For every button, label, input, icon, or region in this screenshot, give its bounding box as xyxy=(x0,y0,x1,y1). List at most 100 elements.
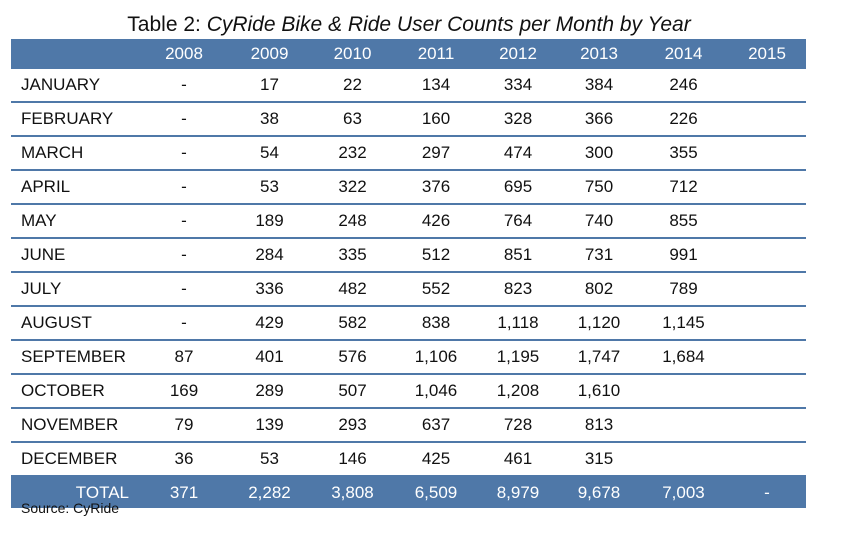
count-cell: 1,106 xyxy=(395,340,477,375)
table-row: SEPTEMBER 87 401 576 1,106 1,195 1,747 1,684 xyxy=(11,340,806,375)
table-row: OCTOBER 169 289 507 1,046 1,208 1,610 xyxy=(11,374,806,409)
count-cell: 355 xyxy=(639,136,728,171)
table-row: MARCH -54 232 297 474 300 355 xyxy=(11,136,806,171)
count-cell: 146 xyxy=(310,442,395,477)
count-cell xyxy=(728,374,806,409)
count-cell: 322 xyxy=(310,170,395,205)
count-cell: 232 xyxy=(310,136,395,171)
count-cell: - xyxy=(139,69,229,103)
count-cell: 855 xyxy=(639,204,728,239)
count-cell: 750 xyxy=(559,170,639,205)
count-cell: 401 xyxy=(229,340,310,375)
month-label: NOVEMBER xyxy=(11,408,139,443)
count-cell xyxy=(728,69,806,103)
month-label: AUGUST xyxy=(11,306,139,341)
count-cell: - xyxy=(139,204,229,239)
count-cell: - xyxy=(139,136,229,171)
year-header: 2008 xyxy=(139,39,229,69)
month-label: JUNE xyxy=(11,238,139,273)
count-cell: - xyxy=(139,102,229,137)
count-cell: 1,747 xyxy=(559,340,639,375)
count-cell: - xyxy=(139,170,229,205)
count-cell: 53 xyxy=(229,170,310,205)
table-body: JANUARY -17 22 134 334 384 246 FEBRUARY -38 63 160… xyxy=(11,69,806,477)
table-row: FEBRUARY -38 63 160 328 366 226 xyxy=(11,102,806,137)
total-cell: 371 xyxy=(139,476,229,508)
count-cell: 366 xyxy=(559,102,639,137)
count-cell: 335 xyxy=(310,238,395,273)
count-cell: 87 xyxy=(139,340,229,375)
count-cell: 63 xyxy=(310,102,395,137)
month-label: JULY xyxy=(11,272,139,307)
count-cell: 134 xyxy=(395,69,477,103)
count-cell: 38 xyxy=(229,102,310,137)
count-cell: 802 xyxy=(559,272,639,307)
count-cell: 334 xyxy=(477,69,559,103)
count-cell: 576 xyxy=(310,340,395,375)
count-cell: 425 xyxy=(395,442,477,477)
year-header: 2015 xyxy=(728,39,806,69)
count-cell: 512 xyxy=(395,238,477,273)
total-label: TOTAL xyxy=(11,476,139,508)
year-header: 2012 xyxy=(477,39,559,69)
count-cell: 189 xyxy=(229,204,310,239)
count-cell xyxy=(728,442,806,477)
count-cell xyxy=(728,238,806,273)
month-label: FEBRUARY xyxy=(11,102,139,137)
count-cell: 1,684 xyxy=(639,340,728,375)
count-cell: 79 xyxy=(139,408,229,443)
count-cell: 293 xyxy=(310,408,395,443)
count-cell: 813 xyxy=(559,408,639,443)
table-row: JANUARY -17 22 134 334 384 246 xyxy=(11,69,806,103)
table-row: AUGUST -429 582 838 1,118 1,120 1,145 xyxy=(11,306,806,341)
count-cell: 1,145 xyxy=(639,306,728,341)
count-cell: 552 xyxy=(395,272,477,307)
count-cell: 297 xyxy=(395,136,477,171)
table-row: JULY -336 482 552 823 802 789 xyxy=(11,272,806,307)
count-cell: 300 xyxy=(559,136,639,171)
total-cell: 3,808 xyxy=(310,476,395,508)
count-cell: 1,046 xyxy=(395,374,477,409)
count-cell: 384 xyxy=(559,69,639,103)
year-header: 2009 xyxy=(229,39,310,69)
count-cell xyxy=(728,306,806,341)
count-cell xyxy=(728,408,806,443)
count-cell: 740 xyxy=(559,204,639,239)
count-cell: 169 xyxy=(139,374,229,409)
count-cell xyxy=(639,408,728,443)
count-cell: 284 xyxy=(229,238,310,273)
count-cell: 336 xyxy=(229,272,310,307)
count-cell xyxy=(728,340,806,375)
count-cell: 139 xyxy=(229,408,310,443)
month-label: JANUARY xyxy=(11,69,139,103)
count-cell: 226 xyxy=(639,102,728,137)
count-cell: 426 xyxy=(395,204,477,239)
count-cell: 54 xyxy=(229,136,310,171)
year-header: 2014 xyxy=(639,39,728,69)
count-cell: - xyxy=(139,238,229,273)
month-label: SEPTEMBER xyxy=(11,340,139,375)
count-cell: 474 xyxy=(477,136,559,171)
count-cell: 246 xyxy=(639,69,728,103)
count-cell: 838 xyxy=(395,306,477,341)
month-label: MARCH xyxy=(11,136,139,171)
count-cell: 637 xyxy=(395,408,477,443)
month-label: MAY xyxy=(11,204,139,239)
count-cell: 789 xyxy=(639,272,728,307)
month-label: APRIL xyxy=(11,170,139,205)
total-cell: 7,003 xyxy=(639,476,728,508)
count-cell: 482 xyxy=(310,272,395,307)
table-row: DECEMBER 36 53 146 425 461 315 xyxy=(11,442,806,477)
table-row: MAY -189 248 426 764 740 855 xyxy=(11,204,806,239)
table-row: JUNE -284 335 512 851 731 991 xyxy=(11,238,806,273)
count-cell: 376 xyxy=(395,170,477,205)
count-cell: 328 xyxy=(477,102,559,137)
count-cell xyxy=(728,272,806,307)
total-cell: 8,979 xyxy=(477,476,559,508)
table-title-text: CyRide Bike & Ride User Counts per Month… xyxy=(206,13,691,36)
count-cell xyxy=(639,442,728,477)
month-label: OCTOBER xyxy=(11,374,139,409)
header-corner xyxy=(11,39,139,69)
year-header: 2010 xyxy=(310,39,395,69)
count-cell xyxy=(728,170,806,205)
